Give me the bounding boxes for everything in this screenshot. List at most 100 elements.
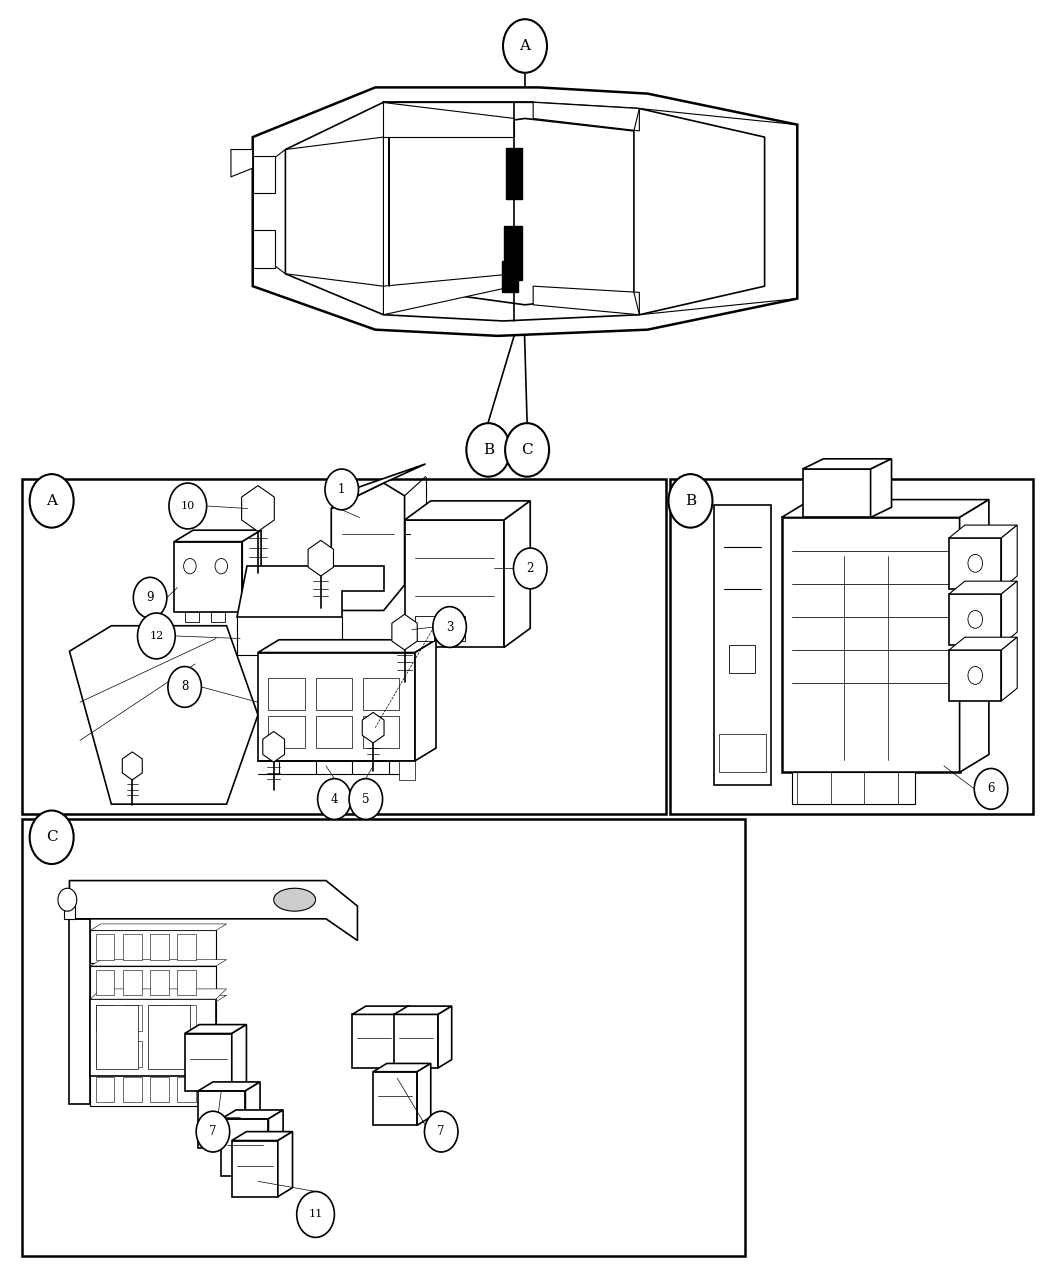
Polygon shape xyxy=(90,925,227,931)
Circle shape xyxy=(318,779,351,820)
Polygon shape xyxy=(949,581,1017,594)
Polygon shape xyxy=(504,501,530,647)
Text: 7: 7 xyxy=(209,1125,216,1138)
Polygon shape xyxy=(278,1131,293,1197)
Circle shape xyxy=(297,1191,334,1237)
Polygon shape xyxy=(96,933,114,959)
Polygon shape xyxy=(415,640,436,761)
Circle shape xyxy=(974,769,1008,810)
Bar xyxy=(670,479,1033,815)
Polygon shape xyxy=(792,773,916,805)
Polygon shape xyxy=(262,732,285,762)
Polygon shape xyxy=(90,995,227,1001)
Polygon shape xyxy=(392,614,417,650)
Bar xyxy=(504,226,523,280)
Circle shape xyxy=(169,483,207,529)
Polygon shape xyxy=(96,1041,114,1066)
Polygon shape xyxy=(362,716,399,748)
Polygon shape xyxy=(394,1014,438,1068)
Polygon shape xyxy=(269,716,306,748)
Polygon shape xyxy=(69,881,357,940)
Circle shape xyxy=(503,19,547,73)
Text: A: A xyxy=(46,494,57,508)
Text: 6: 6 xyxy=(987,783,994,796)
Polygon shape xyxy=(1002,637,1017,701)
Circle shape xyxy=(669,474,713,527)
Circle shape xyxy=(968,554,983,572)
Polygon shape xyxy=(177,1077,196,1102)
Polygon shape xyxy=(222,1119,269,1176)
Circle shape xyxy=(505,423,549,476)
Polygon shape xyxy=(123,1077,142,1102)
Bar xyxy=(22,479,667,815)
Bar xyxy=(22,820,744,1257)
Polygon shape xyxy=(211,612,226,622)
Polygon shape xyxy=(949,637,1017,650)
Polygon shape xyxy=(90,999,216,1075)
Polygon shape xyxy=(177,1005,196,1031)
Polygon shape xyxy=(174,530,261,541)
Polygon shape xyxy=(438,1006,452,1068)
Polygon shape xyxy=(90,1073,216,1106)
Polygon shape xyxy=(331,483,404,610)
Polygon shape xyxy=(396,1006,410,1068)
Polygon shape xyxy=(781,517,960,773)
Text: C: C xyxy=(46,830,58,844)
Polygon shape xyxy=(96,1005,138,1069)
Polygon shape xyxy=(243,530,261,612)
Circle shape xyxy=(215,558,228,573)
Polygon shape xyxy=(719,734,765,773)
Polygon shape xyxy=(69,919,90,1103)
Polygon shape xyxy=(373,1064,430,1071)
Polygon shape xyxy=(237,566,383,617)
Polygon shape xyxy=(231,149,253,176)
Polygon shape xyxy=(383,102,514,137)
Polygon shape xyxy=(148,1005,190,1069)
Polygon shape xyxy=(362,678,399,710)
Polygon shape xyxy=(96,1077,114,1102)
Polygon shape xyxy=(232,1131,293,1140)
Polygon shape xyxy=(90,1001,216,1034)
Polygon shape xyxy=(373,1071,417,1125)
Polygon shape xyxy=(533,102,639,130)
Polygon shape xyxy=(246,1082,260,1148)
Circle shape xyxy=(133,577,167,618)
Polygon shape xyxy=(253,156,274,193)
Circle shape xyxy=(184,558,196,573)
Polygon shape xyxy=(123,969,142,995)
Text: 7: 7 xyxy=(438,1125,445,1138)
Polygon shape xyxy=(222,1110,284,1119)
Polygon shape xyxy=(69,626,258,805)
Polygon shape xyxy=(383,273,514,314)
Circle shape xyxy=(29,811,74,865)
Circle shape xyxy=(326,469,358,510)
Polygon shape xyxy=(242,485,274,531)
Polygon shape xyxy=(185,1024,247,1033)
Circle shape xyxy=(424,1111,458,1152)
Bar xyxy=(502,261,519,292)
Polygon shape xyxy=(150,1005,169,1031)
Polygon shape xyxy=(781,499,989,517)
Polygon shape xyxy=(64,894,75,919)
Text: C: C xyxy=(521,443,533,457)
Polygon shape xyxy=(352,1006,410,1014)
Polygon shape xyxy=(123,1005,142,1031)
Polygon shape xyxy=(90,959,227,965)
Polygon shape xyxy=(404,520,504,647)
Polygon shape xyxy=(714,504,771,785)
Polygon shape xyxy=(269,678,306,710)
Polygon shape xyxy=(949,594,1002,645)
Text: A: A xyxy=(520,40,530,52)
Text: 10: 10 xyxy=(181,501,195,511)
Text: B: B xyxy=(483,443,493,457)
Polygon shape xyxy=(185,612,200,622)
Bar xyxy=(506,148,523,199)
Polygon shape xyxy=(96,1005,114,1031)
Polygon shape xyxy=(174,541,243,612)
Polygon shape xyxy=(198,1091,246,1148)
Polygon shape xyxy=(362,713,384,743)
Polygon shape xyxy=(177,969,196,995)
Polygon shape xyxy=(123,933,142,959)
Polygon shape xyxy=(446,616,465,641)
Polygon shape xyxy=(394,1006,452,1014)
